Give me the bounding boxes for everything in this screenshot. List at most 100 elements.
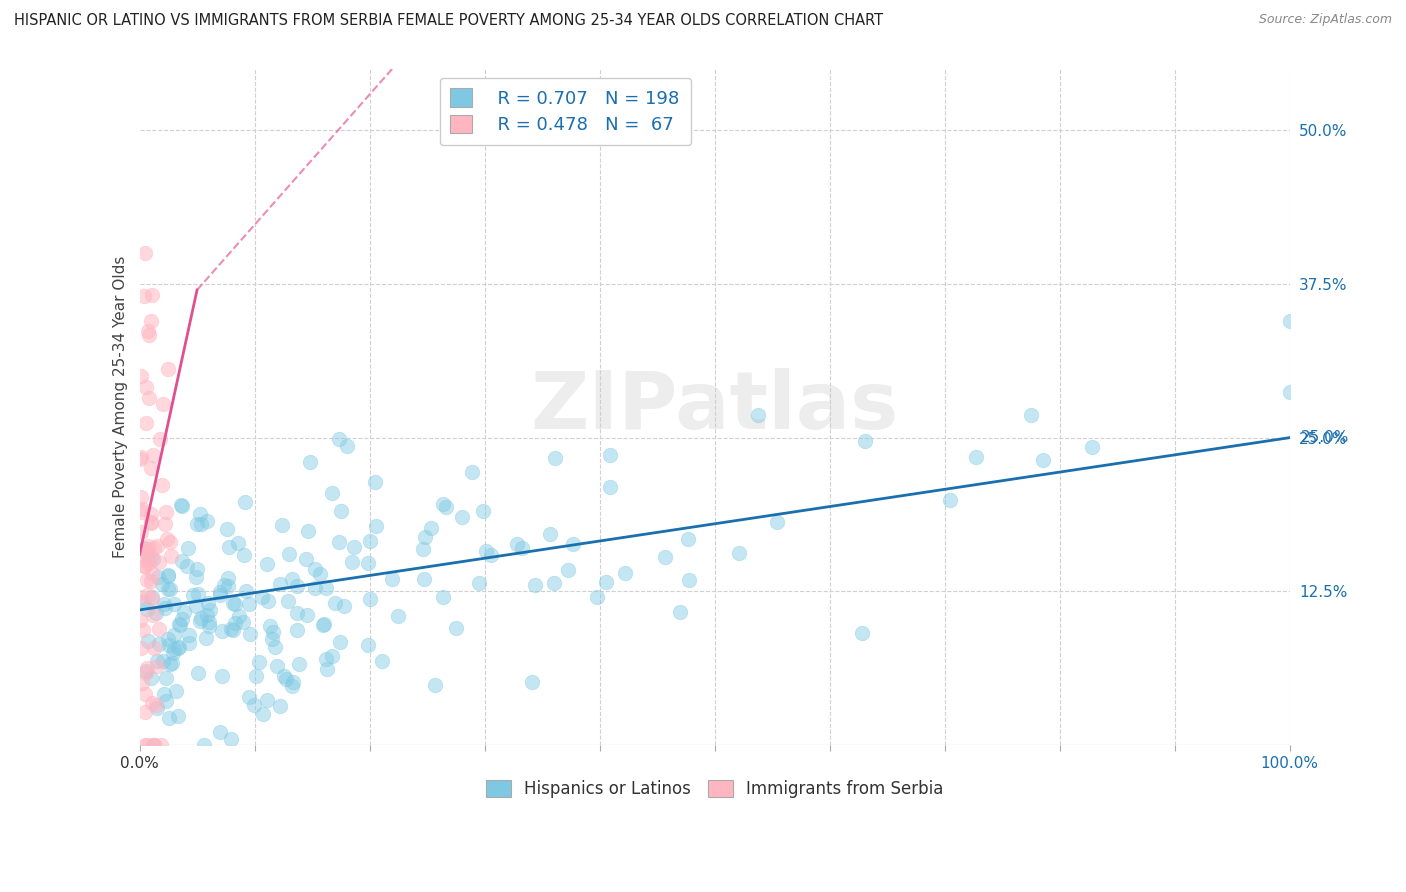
Point xyxy=(747,409,769,423)
Point xyxy=(209,588,232,602)
Point xyxy=(156,533,179,547)
Point xyxy=(544,450,567,465)
Point xyxy=(141,288,163,302)
Point xyxy=(412,542,434,557)
Point xyxy=(276,672,298,686)
Point xyxy=(141,550,163,565)
Point xyxy=(131,505,153,519)
Point xyxy=(136,549,159,564)
Point xyxy=(197,596,219,610)
Point xyxy=(461,465,484,479)
Point xyxy=(218,540,240,554)
Point xyxy=(413,573,436,587)
Point xyxy=(136,602,159,616)
Point xyxy=(256,693,278,707)
Point xyxy=(228,609,250,624)
Point xyxy=(131,676,153,690)
Point xyxy=(329,634,352,648)
Point xyxy=(148,555,170,569)
Point xyxy=(557,563,579,577)
Point xyxy=(209,584,232,599)
Point xyxy=(149,739,172,753)
Point xyxy=(472,504,495,518)
Point xyxy=(308,566,330,581)
Point xyxy=(132,553,155,567)
Point xyxy=(357,556,380,570)
Point xyxy=(135,666,157,681)
Point xyxy=(166,709,188,723)
Point xyxy=(163,641,186,656)
Point xyxy=(221,731,243,746)
Point xyxy=(198,603,221,617)
Point xyxy=(139,574,162,589)
Point xyxy=(475,544,498,558)
Point xyxy=(543,575,565,590)
Point xyxy=(153,687,176,701)
Point xyxy=(135,541,157,556)
Point xyxy=(271,518,294,533)
Point xyxy=(142,608,165,623)
Point xyxy=(312,616,335,631)
Point xyxy=(561,537,583,551)
Point xyxy=(304,562,326,576)
Point xyxy=(169,618,191,632)
Point xyxy=(143,541,166,556)
Point xyxy=(128,590,150,604)
Text: ZIPatlas: ZIPatlas xyxy=(530,368,898,446)
Point xyxy=(135,544,157,558)
Point xyxy=(260,632,283,646)
Point xyxy=(277,547,299,561)
Point xyxy=(450,510,472,524)
Point xyxy=(524,578,547,592)
Point xyxy=(676,533,699,547)
Point xyxy=(129,452,152,467)
Point xyxy=(232,615,254,630)
Point xyxy=(343,540,366,554)
Point xyxy=(146,539,169,553)
Point xyxy=(328,535,350,549)
Point xyxy=(156,582,179,597)
Point xyxy=(277,594,299,608)
Point xyxy=(143,640,166,655)
Point xyxy=(446,621,468,635)
Point xyxy=(599,448,621,462)
Point xyxy=(423,678,446,692)
Point xyxy=(132,289,155,303)
Point xyxy=(238,597,260,611)
Point xyxy=(224,597,246,611)
Point xyxy=(134,246,156,260)
Point xyxy=(432,590,454,604)
Point xyxy=(224,616,246,631)
Point xyxy=(136,661,159,675)
Point xyxy=(613,566,636,581)
Point xyxy=(187,665,209,680)
Point xyxy=(135,739,157,753)
Point xyxy=(148,623,170,637)
Point xyxy=(222,623,245,637)
Point xyxy=(136,324,159,338)
Point xyxy=(1019,409,1042,423)
Point xyxy=(419,521,441,535)
Point xyxy=(141,566,163,580)
Point xyxy=(157,711,180,725)
Point xyxy=(162,646,184,660)
Point xyxy=(413,530,436,544)
Point xyxy=(321,649,343,664)
Point xyxy=(129,490,152,504)
Point xyxy=(510,541,533,555)
Point xyxy=(131,595,153,609)
Point xyxy=(315,581,337,595)
Point xyxy=(273,669,295,683)
Point xyxy=(148,638,170,652)
Point xyxy=(208,725,231,739)
Point xyxy=(257,594,280,608)
Point xyxy=(157,638,180,652)
Point xyxy=(162,656,184,670)
Point xyxy=(138,327,160,342)
Point xyxy=(134,559,156,574)
Point xyxy=(132,541,155,555)
Point xyxy=(181,588,204,602)
Point xyxy=(321,486,343,500)
Point xyxy=(129,524,152,539)
Point xyxy=(159,549,181,564)
